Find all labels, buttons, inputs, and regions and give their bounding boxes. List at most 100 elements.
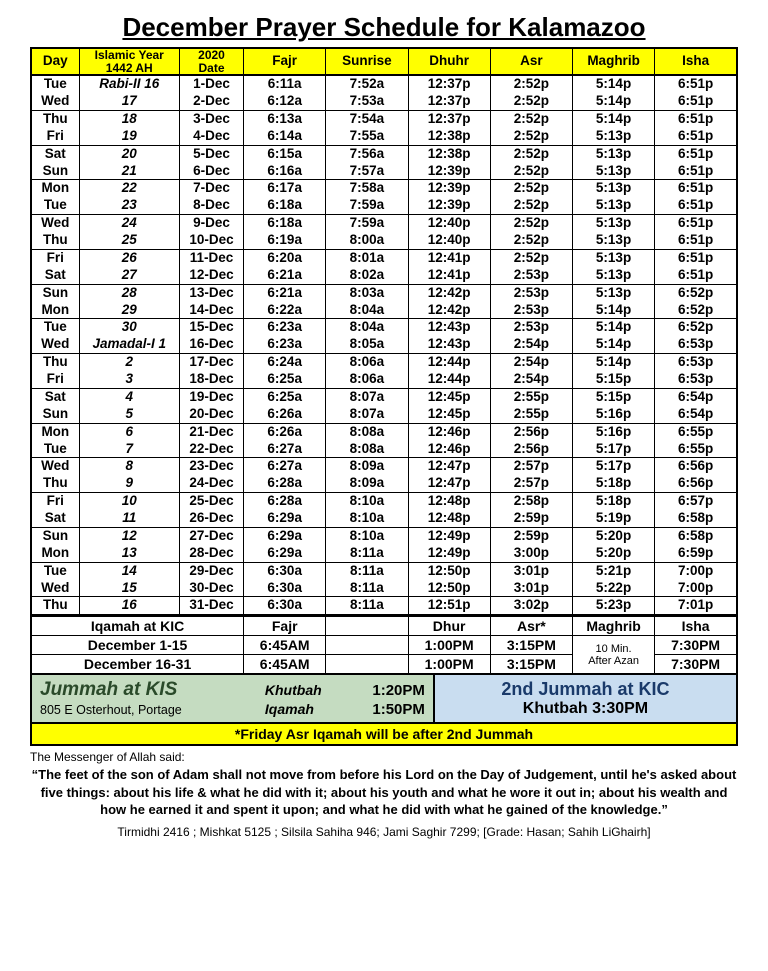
iqamah-time: 1:50PM (345, 701, 425, 718)
cell: 6:54p (655, 406, 737, 423)
cell: Tue (31, 562, 79, 579)
hadith-reference: Tirmidhi 2416 ; Mishkat 5125 ; Silsila S… (30, 825, 738, 839)
cell: Sat (31, 145, 79, 162)
cell: 5:13p (572, 128, 654, 145)
hdr-sunrise: Sunrise (326, 48, 408, 75)
cell: 5-Dec (179, 145, 243, 162)
friday-asr-note: *Friday Asr Iqamah will be after 2nd Jum… (30, 724, 738, 746)
cell: 20-Dec (179, 406, 243, 423)
cell: 8:03a (326, 284, 408, 301)
cell: 24 (79, 215, 179, 232)
cell: 8-Dec (179, 197, 243, 214)
cell: 27-Dec (179, 527, 243, 544)
cell: 6:51p (655, 110, 737, 127)
table-row: Wed249-Dec6:18a7:59a12:40p2:52p5:13p6:51… (31, 215, 737, 232)
cell: 15-Dec (179, 319, 243, 336)
cell: 2:54p (490, 354, 572, 371)
cell: 5:15p (572, 388, 654, 405)
cell: 7:52a (326, 75, 408, 93)
cell: 2:52p (490, 163, 572, 180)
cell: 7:00p (655, 562, 737, 579)
cell: 26-Dec (179, 510, 243, 527)
cell: 7:54a (326, 110, 408, 127)
cell: 2:52p (490, 249, 572, 266)
cell: 11-Dec (179, 249, 243, 266)
cell: 8:11a (326, 597, 408, 615)
cell: 7:01p (655, 597, 737, 615)
cell: 2:53p (490, 267, 572, 284)
cell: 6:52p (655, 284, 737, 301)
cell: 12:37p (408, 110, 490, 127)
cell: 6:51p (655, 180, 737, 197)
cell: 21 (79, 163, 179, 180)
cell: 28-Dec (179, 545, 243, 562)
cell: 24-Dec (179, 475, 243, 492)
cell: 8:02a (326, 267, 408, 284)
cell: 12:41p (408, 249, 490, 266)
cell: 8:06a (326, 371, 408, 388)
jummah-kic: 2nd Jummah at KIC Khutbah 3:30PM (435, 675, 736, 722)
cell: Thu (31, 110, 79, 127)
cell: 5 (79, 406, 179, 423)
cell: Wed (31, 458, 79, 475)
cell: Sat (31, 388, 79, 405)
jummah-kic-title: 2nd Jummah at KIC (443, 679, 728, 700)
cell: 7-Dec (179, 180, 243, 197)
cell: 17-Dec (179, 354, 243, 371)
cell: 5:22p (572, 580, 654, 597)
jummah-section: Jummah at KIS Khutbah 1:20PM 805 E Oster… (30, 675, 738, 724)
cell: 19 (79, 128, 179, 145)
cell: 8:11a (326, 562, 408, 579)
table-row: Sun520-Dec6:26a8:07a12:45p2:55p5:16p6:54… (31, 406, 737, 423)
cell: 6:30a (244, 597, 326, 615)
cell: Sun (31, 284, 79, 301)
cell: 12:49p (408, 545, 490, 562)
cell: 6:51p (655, 249, 737, 266)
iqamah-header-fajr: Fajr (244, 617, 326, 636)
cell: 6:53p (655, 336, 737, 353)
cell: Fri (31, 249, 79, 266)
prayer-schedule-table: Day Islamic Year1442 AH 2020Date Fajr Su… (30, 47, 738, 616)
cell: 6:23a (244, 319, 326, 336)
cell: 6:23a (244, 336, 326, 353)
cell: 12:38p (408, 145, 490, 162)
cell: 30-Dec (179, 580, 243, 597)
cell: 12:48p (408, 493, 490, 510)
cell: Sun (31, 406, 79, 423)
table-row: Tue3015-Dec6:23a8:04a12:43p2:53p5:14p6:5… (31, 319, 737, 336)
cell: 12:50p (408, 562, 490, 579)
table-row: Sat1126-Dec6:29a8:10a12:48p2:59p5:19p6:5… (31, 510, 737, 527)
table-row: Fri194-Dec6:14a7:55a12:38p2:52p5:13p6:51… (31, 128, 737, 145)
cell: 12:40p (408, 232, 490, 249)
table-row: Thu924-Dec6:28a8:09a12:47p2:57p5:18p6:56… (31, 475, 737, 492)
cell: 6:28a (244, 493, 326, 510)
cell: 12:39p (408, 197, 490, 214)
cell: 6:52p (655, 302, 737, 319)
table-row: TueRabi-II 161-Dec6:11a7:52a12:37p2:52p5… (31, 75, 737, 93)
cell: 12:51p (408, 597, 490, 615)
cell: Tue (31, 319, 79, 336)
iqamah-row: December 1-15 6:45AM 1:00PM 3:15PM 10 Mi… (31, 636, 737, 655)
cell: 6:53p (655, 371, 737, 388)
cell: 7:57a (326, 163, 408, 180)
cell: 12:40p (408, 215, 490, 232)
iqamah-header-blank (326, 617, 408, 636)
cell: 6:51p (655, 215, 737, 232)
cell: 14-Dec (179, 302, 243, 319)
cell: 5:14p (572, 302, 654, 319)
cell: Thu (31, 475, 79, 492)
table-row: Sun216-Dec6:16a7:57a12:39p2:52p5:13p6:51… (31, 163, 737, 180)
cell: Fri (31, 128, 79, 145)
table-row: Mon1328-Dec6:29a8:11a12:49p3:00p5:20p6:5… (31, 545, 737, 562)
cell: 8:06a (326, 354, 408, 371)
footer: The Messenger of Allah said: “The feet o… (30, 750, 738, 839)
cell: 3 (79, 371, 179, 388)
hadith-intro: The Messenger of Allah said: (30, 750, 738, 764)
cell: 6:54p (655, 388, 737, 405)
cell: 12:42p (408, 302, 490, 319)
cell: 6:21a (244, 284, 326, 301)
cell: 5:14p (572, 110, 654, 127)
cell: 2:52p (490, 145, 572, 162)
cell: 6:21a (244, 267, 326, 284)
cell: 12:49p (408, 527, 490, 544)
